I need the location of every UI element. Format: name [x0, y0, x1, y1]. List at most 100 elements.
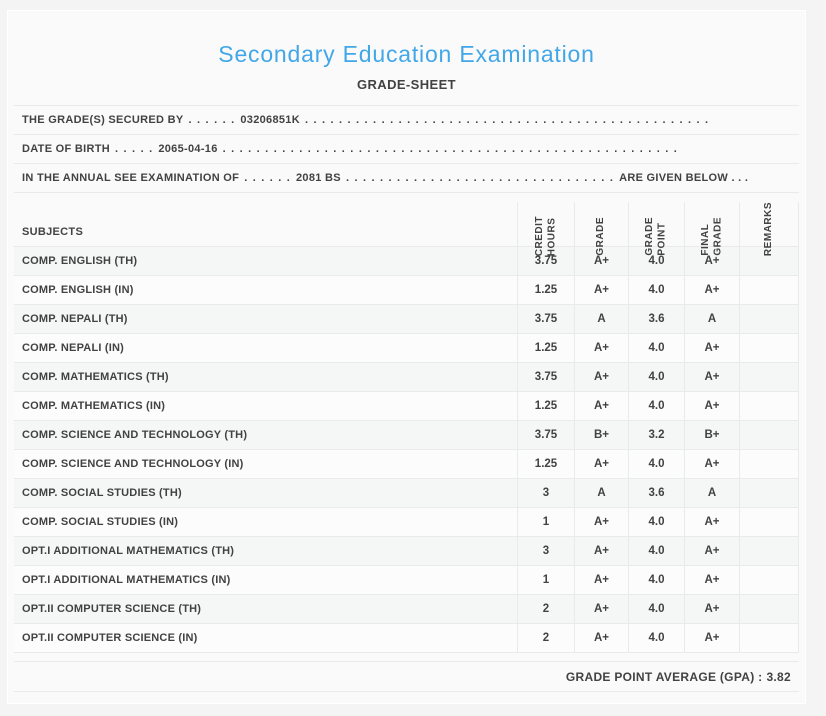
- final-grade-cell: A+: [684, 363, 739, 391]
- credit-hours-header-label: CREDIT HOURS: [533, 215, 558, 257]
- grade-cell: A+: [574, 566, 628, 594]
- credit-hours-cell: 1: [517, 566, 574, 594]
- grade-cell: A+: [574, 595, 628, 623]
- remarks-cell: [739, 566, 798, 594]
- remarks-cell: [739, 363, 798, 391]
- column-header-final-grade: FINAL GRADE: [684, 202, 739, 263]
- date-of-birth-label: DATE OF BIRTH: [22, 143, 111, 155]
- remarks-cell: [739, 479, 798, 507]
- table-row: OPT.I ADDITIONAL MATHEMATICS (TH) 3 A+ 4.0 A…: [14, 537, 799, 566]
- date-of-birth-value: 2065-04-16: [158, 143, 218, 155]
- dot-leader: . . . . . . . . . . . . . . . . . . . . …: [345, 172, 615, 184]
- dot-leader: . . . . . . . . . . . . . . . . . . . . …: [222, 143, 679, 155]
- grade-cell: A+: [574, 450, 628, 478]
- grade-cell: A: [574, 479, 628, 507]
- final-grade-cell: A: [684, 305, 739, 333]
- credit-hours-cell: 3: [517, 479, 574, 507]
- subject-cell: COMP. ENGLISH (TH): [22, 255, 138, 267]
- subject-cell: OPT.II COMPUTER SCIENCE (TH): [22, 603, 202, 615]
- final-grade-cell: B+: [684, 421, 739, 449]
- table-row: COMP. ENGLISH (IN) 1.25 A+ 4.0 A+: [14, 276, 799, 305]
- column-header-grade: GRADE: [574, 202, 628, 263]
- final-grade-header-label: FINAL GRADE: [699, 217, 724, 257]
- remarks-cell: [739, 421, 798, 449]
- credit-hours-cell: 3.75: [517, 421, 574, 449]
- final-grade-cell: A+: [684, 595, 739, 623]
- grade-secured-value: 03206851K: [240, 114, 300, 126]
- grade-point-cell: 4.0: [628, 566, 684, 594]
- dot-leader: . . . . .: [115, 143, 154, 155]
- examination-year-value: 2081 BS: [296, 172, 341, 184]
- grade-cell: A: [574, 305, 628, 333]
- grade-point-cell: 4.0: [628, 450, 684, 478]
- final-grade-cell: A+: [684, 537, 739, 565]
- subject-cell: COMP. MATHEMATICS (TH): [22, 371, 169, 383]
- final-grade-cell: A+: [684, 247, 739, 275]
- remarks-cell: [739, 537, 798, 565]
- grade-point-cell: 4.0: [628, 247, 684, 275]
- grade-point-cell: 4.0: [628, 392, 684, 420]
- remarks-cell: [739, 450, 798, 478]
- grade-header-label: GRADE: [595, 217, 607, 257]
- date-of-birth-line: DATE OF BIRTH . . . . . 2065-04-16 . . . . …: [14, 135, 799, 164]
- credit-hours-cell: 2: [517, 595, 574, 623]
- remarks-cell: [739, 392, 798, 420]
- column-header-grade-point: GRADE POINT: [628, 202, 684, 263]
- subject-cell: OPT.II COMPUTER SCIENCE (IN): [22, 632, 198, 644]
- final-grade-cell: A+: [684, 392, 739, 420]
- final-grade-cell: A+: [684, 624, 739, 652]
- subject-cell: COMP. NEPALI (TH): [22, 313, 128, 325]
- grade-point-cell: 3.2: [628, 421, 684, 449]
- grade-cell: A+: [574, 508, 628, 536]
- table-row: COMP. NEPALI (IN) 1.25 A+ 4.0 A+: [14, 334, 799, 363]
- final-grade-cell: A+: [684, 334, 739, 362]
- examination-year-line: IN THE ANNUAL SEE EXAMINATION OF . . . . …: [14, 164, 799, 193]
- table-row: COMP. SOCIAL STUDIES (TH) 3 A 3.6 A: [14, 479, 799, 508]
- table-row: COMP. NEPALI (TH) 3.75 A 3.6 A: [14, 305, 799, 334]
- subject-cell: COMP. SOCIAL STUDIES (TH): [22, 487, 182, 499]
- remarks-cell: [739, 247, 798, 275]
- document-subtitle: GRADE-SHEET: [356, 77, 457, 92]
- table-row: OPT.I ADDITIONAL MATHEMATICS (IN) 1 A+ 4.0 A…: [14, 566, 799, 595]
- credit-hours-cell: 3.75: [517, 363, 574, 391]
- final-grade-cell: A: [684, 479, 739, 507]
- grade-point-cell: 4.0: [628, 537, 684, 565]
- final-grade-cell: A+: [684, 276, 739, 304]
- subject-cell: COMP. ENGLISH (IN): [22, 284, 134, 296]
- grade-point-cell: 4.0: [628, 276, 684, 304]
- credit-hours-cell: 2: [517, 624, 574, 652]
- remarks-cell: [739, 276, 798, 304]
- remarks-cell: [739, 508, 798, 536]
- subjects-header-label: SUBJECTS: [22, 226, 84, 239]
- subject-cell: OPT.I ADDITIONAL MATHEMATICS (IN): [22, 574, 231, 586]
- remarks-cell: [739, 334, 798, 362]
- final-grade-cell: A+: [684, 450, 739, 478]
- dot-leader: . . . . . .: [244, 172, 292, 184]
- subject-cell: COMP. SCIENCE AND TECHNOLOGY (IN): [22, 458, 244, 470]
- column-header-subjects: SUBJECTS: [14, 202, 517, 262]
- grade-point-cell: 4.0: [628, 508, 684, 536]
- gpa-value: 3.82: [766, 669, 791, 684]
- table-row: OPT.II COMPUTER SCIENCE (IN) 2 A+ 4.0 A+: [14, 624, 799, 653]
- remarks-cell: [739, 595, 798, 623]
- grade-point-header-label: GRADE POINT: [644, 217, 668, 257]
- credit-hours-cell: 1: [517, 508, 574, 536]
- credit-hours-cell: 1.25: [517, 276, 574, 304]
- credit-hours-cell: 3: [517, 537, 574, 565]
- subject-cell: OPT.I ADDITIONAL MATHEMATICS (TH): [22, 545, 235, 557]
- remarks-cell: [739, 305, 798, 333]
- grade-point-cell: 4.0: [628, 624, 684, 652]
- final-grade-cell: A+: [684, 508, 739, 536]
- subject-cell: COMP. SOCIAL STUDIES (IN): [22, 516, 179, 528]
- table-header: SUBJECTS CREDIT HOURS GRADE GRADE POINT …: [14, 202, 799, 263]
- grade-cell: A+: [574, 537, 628, 565]
- are-given-below-text: ARE GIVEN BELOW . . .: [619, 172, 749, 184]
- grade-point-cell: 4.0: [628, 363, 684, 391]
- gpa-summary-row: GRADE POINT AVERAGE (GPA) :3.82: [14, 661, 799, 692]
- column-header-remarks: REMARKS: [739, 202, 798, 263]
- final-grade-cell: A+: [684, 566, 739, 594]
- credit-hours-cell: 3.75: [517, 305, 574, 333]
- grade-cell: A+: [574, 624, 628, 652]
- column-header-credit-hours: CREDIT HOURS: [517, 202, 574, 263]
- grade-sheet-card: Secondary Education Examination GRADE-SH…: [7, 10, 806, 704]
